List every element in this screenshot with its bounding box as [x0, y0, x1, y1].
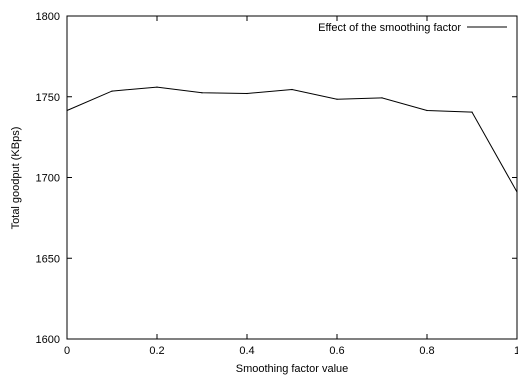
x-tick-label: 0.6 [329, 345, 344, 357]
x-axis-ticks: 0 0.2 0.4 0.6 0.8 1 [64, 16, 518, 357]
y-tick-label: 1600 [36, 334, 60, 346]
y-axis-label: Total goodput (KBps) [10, 127, 22, 230]
data-point [291, 88, 293, 91]
data-point [471, 111, 473, 113]
x-tick-label: 0.8 [419, 345, 434, 357]
y-axis-ticks: 1600 1650 1700 1750 1800 [36, 11, 517, 346]
x-tick-label: 1 [514, 345, 518, 357]
legend-label: Effect of the smoothing factor [318, 22, 461, 34]
data-point [426, 109, 428, 112]
data-point [516, 191, 518, 193]
series-line [66, 86, 518, 193]
y-tick-label: 1700 [36, 173, 60, 185]
x-tick-label: 0.2 [149, 345, 164, 357]
data-point [381, 97, 383, 99]
data-point [111, 90, 113, 92]
x-tick-label: 0 [64, 345, 70, 357]
data-point [156, 86, 158, 88]
x-tick-label: 0.4 [239, 345, 254, 357]
plot-frame [66, 15, 518, 340]
x-axis-label: Smoothing factor value [236, 363, 349, 375]
data-point [336, 98, 338, 100]
legend: Effect of the smoothing factor [318, 22, 507, 34]
y-tick-label: 1750 [36, 92, 60, 104]
data-point [66, 109, 68, 112]
y-tick-label: 1800 [36, 11, 60, 23]
series-layer [66, 86, 518, 193]
y-tick-label: 1650 [36, 253, 60, 265]
data-point [246, 92, 248, 95]
data-point [201, 92, 203, 94]
